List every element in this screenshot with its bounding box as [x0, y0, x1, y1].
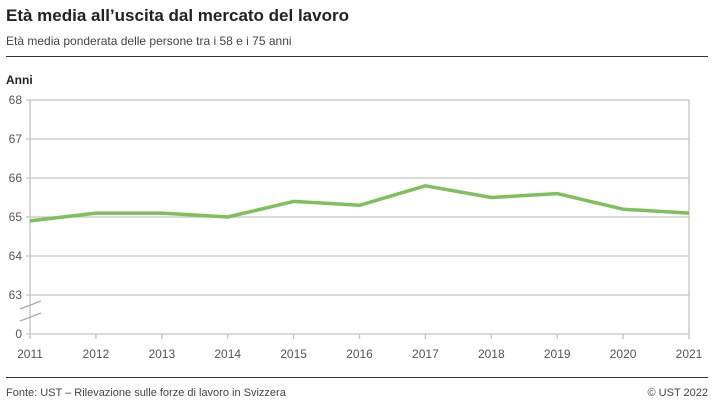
source-note: Fonte: UST – Rilevazione sulle forze di … [6, 387, 286, 399]
x-tick-label: 2016 [346, 347, 373, 361]
copyright: © UST 2022 [647, 387, 709, 399]
y-tick-label: 67 [9, 132, 23, 146]
y-tick-label: 0 [15, 327, 22, 341]
y-tick-label: 63 [9, 288, 23, 302]
x-tick-label: 2019 [544, 347, 571, 361]
footer-divider [6, 377, 708, 378]
y-tick-label: 64 [9, 249, 23, 263]
axis-break-mark [19, 312, 42, 322]
line-chart: 0 63 64 65 66 67 68 2011 2012 2013 2014 2015 2016 201… [9, 93, 703, 361]
data-series-line [29, 184, 690, 223]
x-tick-label: 2013 [148, 347, 175, 361]
x-tick-label: 2012 [83, 347, 110, 361]
x-tick-label: 2014 [214, 347, 241, 361]
x-tick-label: 2018 [478, 347, 505, 361]
x-tick-label: 2015 [280, 347, 307, 361]
chart-subtitle: Età media ponderata delle persone tra i … [6, 34, 292, 48]
x-tick-label: 2020 [610, 347, 637, 361]
y-tick-label: 66 [9, 171, 23, 185]
x-tick-label: 2011 [17, 347, 43, 361]
chart-title: Età media all’uscita dal mercato del lav… [6, 6, 349, 25]
x-tick-label: 2017 [412, 347, 439, 361]
x-tick-label: 2021 [676, 347, 703, 361]
y-axis-label: Anni [6, 73, 33, 87]
header-divider [6, 56, 708, 57]
axis-break-mark [19, 300, 42, 310]
y-tick-label: 68 [9, 93, 23, 107]
y-tick-label: 65 [9, 210, 23, 224]
